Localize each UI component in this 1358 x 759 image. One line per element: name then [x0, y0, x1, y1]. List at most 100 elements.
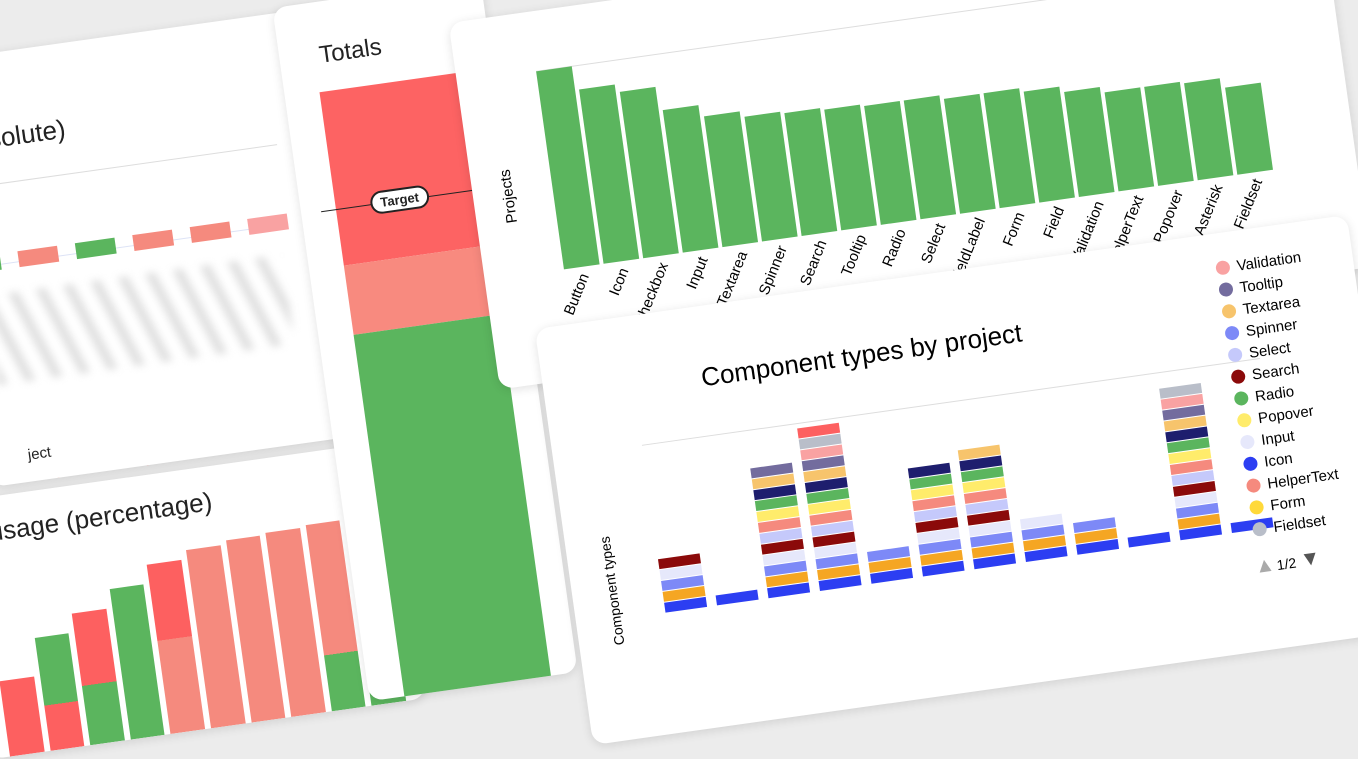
bar-segment[interactable]	[797, 422, 841, 439]
bar-segment[interactable]	[798, 433, 842, 450]
bar-segment[interactable]	[1160, 393, 1204, 410]
bar-segment[interactable]	[807, 498, 851, 515]
bar-segment[interactable]	[760, 538, 804, 555]
bar-segment[interactable]	[867, 546, 911, 562]
bar-segment[interactable]	[960, 466, 1004, 483]
bar-segment[interactable]	[1175, 502, 1219, 519]
bar-segment[interactable]	[659, 564, 703, 580]
bar-segment[interactable]	[817, 564, 861, 581]
bar-tooltip[interactable]	[824, 104, 877, 231]
bar-popover[interactable]	[1144, 81, 1194, 186]
legend-prev-icon[interactable]	[1258, 559, 1272, 573]
bar-segment[interactable]	[810, 520, 854, 537]
bar-segment[interactable]	[912, 495, 956, 512]
bar-segment[interactable]	[1076, 539, 1120, 555]
bar-segment[interactable]	[1172, 480, 1216, 497]
bar-segment[interactable]	[1171, 470, 1215, 486]
bar-segment[interactable]	[965, 499, 1009, 515]
bar-segment[interactable]	[715, 589, 759, 606]
bar-segment[interactable]	[957, 444, 1001, 461]
bar-fieldset[interactable]	[1225, 82, 1273, 175]
bar-segment[interactable]	[963, 488, 1007, 504]
bar-segment[interactable]	[907, 462, 951, 479]
bar-segment[interactable]	[1177, 513, 1221, 530]
bar-segment[interactable]	[751, 473, 795, 490]
bar-segment[interactable]	[1024, 546, 1068, 563]
bar-segment[interactable]	[662, 586, 706, 602]
bar-form[interactable]	[983, 88, 1036, 209]
bar-input[interactable]	[662, 105, 719, 253]
bar-segment[interactable]	[1168, 448, 1212, 465]
bar-segment[interactable]	[661, 575, 705, 591]
bar-segment[interactable]	[764, 560, 808, 577]
bar-segment[interactable]	[756, 506, 800, 522]
bar-segment[interactable]	[767, 582, 811, 599]
bar-segment[interactable]	[1019, 513, 1063, 530]
bar-segment[interactable]	[1174, 491, 1218, 508]
bar-checkbox[interactable]	[619, 86, 679, 259]
bar-segment[interactable]	[921, 560, 965, 577]
bar-segment[interactable]	[973, 553, 1017, 570]
bar-segment[interactable]	[804, 477, 848, 493]
bar-segment[interactable]	[803, 466, 847, 483]
bar-segment[interactable]	[1072, 517, 1116, 533]
bar-segment[interactable]	[1127, 531, 1171, 548]
bar-segment[interactable]	[1159, 382, 1203, 399]
bar-spinner[interactable]	[744, 111, 798, 242]
legend-next-icon[interactable]	[1303, 552, 1318, 567]
bar-segment[interactable]	[806, 488, 850, 504]
bar-validation[interactable]	[1064, 87, 1115, 198]
bar-segment[interactable]	[1074, 528, 1118, 544]
bar-segment[interactable]	[765, 571, 809, 588]
bar-segment[interactable]	[664, 596, 708, 613]
bar-segment[interactable]	[812, 531, 856, 548]
bar-segment[interactable]	[753, 484, 797, 501]
bar-helpertext[interactable]	[1104, 87, 1155, 192]
bar-radio[interactable]	[864, 100, 917, 225]
bar-segment[interactable]	[1230, 517, 1274, 534]
bar-segment[interactable]	[818, 575, 862, 591]
bar-segment[interactable]	[1023, 535, 1067, 552]
bar-segment[interactable]	[815, 553, 859, 570]
bar-segment[interactable]	[968, 520, 1012, 537]
bar-segment[interactable]	[1166, 437, 1210, 454]
bar-segment[interactable]	[870, 567, 914, 584]
bar-segment[interactable]	[916, 528, 960, 544]
bar-select[interactable]	[903, 95, 957, 220]
bar-search[interactable]	[784, 108, 838, 236]
bar-segment[interactable]	[913, 506, 957, 523]
bar-segment[interactable]	[754, 495, 798, 512]
bar-segment[interactable]	[909, 473, 953, 490]
bar-segment[interactable]	[1165, 426, 1209, 443]
bar-segment[interactable]	[918, 538, 962, 555]
bar-segment[interactable]	[966, 509, 1010, 526]
bar-fieldlabel[interactable]	[943, 93, 996, 214]
bar-textarea[interactable]	[704, 111, 759, 248]
bar-segment[interactable]	[868, 557, 912, 573]
bar-segment[interactable]	[750, 462, 794, 479]
bar-segment[interactable]	[1169, 459, 1213, 475]
bar-segment[interactable]	[801, 455, 845, 472]
bar-segment[interactable]	[1163, 415, 1207, 432]
bar-button[interactable]	[536, 66, 600, 270]
bar-segment[interactable]	[800, 444, 844, 461]
bar-segment[interactable]	[1162, 404, 1206, 421]
bar-segment[interactable]	[971, 542, 1015, 559]
bar-segment[interactable]	[813, 542, 857, 559]
bar-field[interactable]	[1023, 86, 1075, 203]
bar-icon[interactable]	[579, 84, 640, 264]
bar-segment[interactable]	[910, 484, 954, 501]
bar-segment[interactable]	[1021, 524, 1065, 541]
bar-segment[interactable]	[762, 549, 806, 566]
bar-segment[interactable]	[1179, 524, 1223, 541]
bar-asterisk[interactable]	[1184, 78, 1234, 181]
bar-segment[interactable]	[759, 527, 803, 544]
bar-segment[interactable]	[657, 553, 701, 570]
bar-segment[interactable]	[920, 549, 964, 566]
bar-segment[interactable]	[915, 517, 959, 533]
bar-segment[interactable]	[970, 531, 1013, 548]
bar-segment[interactable]	[757, 517, 801, 533]
bar-segment[interactable]	[959, 455, 1003, 472]
bar-segment[interactable]	[962, 477, 1006, 493]
bar-segment[interactable]	[809, 509, 853, 526]
